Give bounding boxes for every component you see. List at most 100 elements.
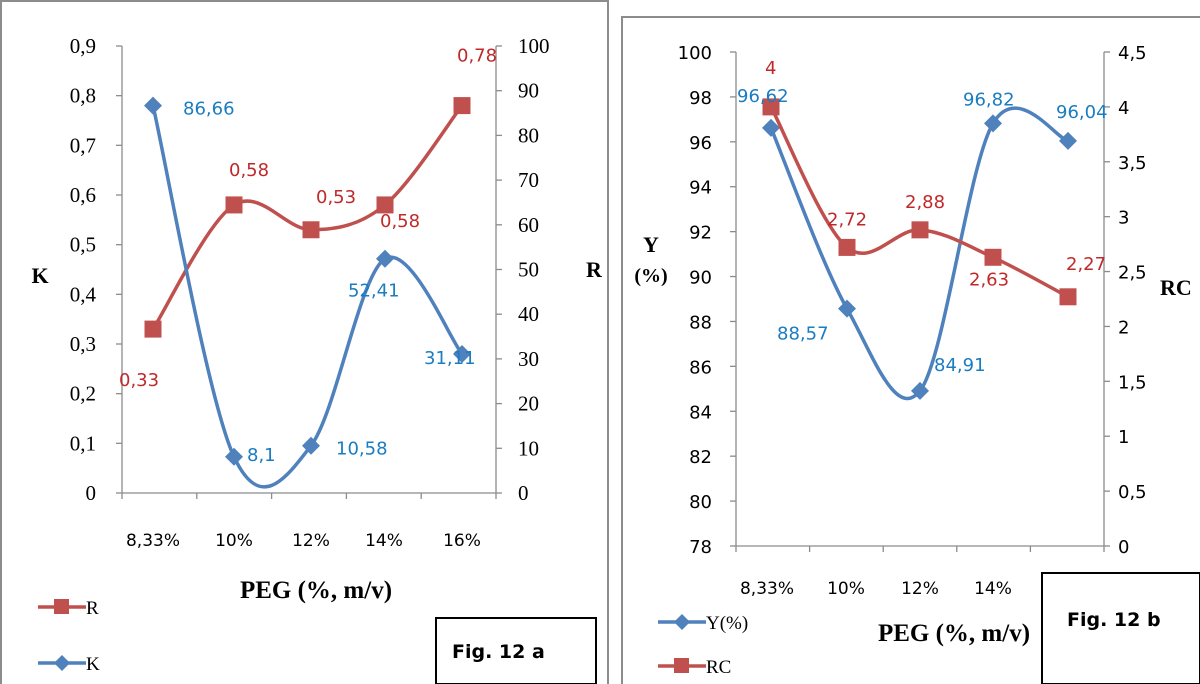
right-tick-label: 90 (518, 79, 539, 103)
left-tick-label: 86 (689, 357, 712, 378)
chart-a-series (144, 96, 471, 489)
square-marker (225, 196, 243, 214)
left-tick-label: 88 (689, 312, 712, 333)
square-marker (376, 196, 394, 214)
right-tick-label: 40 (518, 302, 539, 326)
left-tick-label: 0,5 (70, 233, 96, 257)
diamond-marker (984, 114, 1002, 133)
right-tick-label: 2,5 (1118, 263, 1147, 284)
square-marker (302, 221, 320, 239)
right-tick-label: 30 (518, 347, 539, 371)
right-tick-label: 3,5 (1118, 153, 1147, 174)
legend-item-r: R (38, 598, 99, 619)
left-tick-label: 84 (689, 402, 712, 423)
diamond-marker (302, 436, 320, 455)
data-label: 0,58 (229, 160, 269, 181)
chart-b-data-labels: 96,62 88,57 84,91 96,82 96,04 4 2,72 2,88 2,63 2,… (737, 58, 1108, 376)
data-label: 0,33 (119, 370, 159, 391)
legend-label-rc: RC (706, 657, 731, 678)
right-tick-label: 4,5 (1118, 43, 1147, 64)
series-line-k (151, 105, 464, 489)
legend-square-marker (674, 658, 689, 673)
right-tick-label: 3 (1118, 208, 1129, 229)
data-label: 84,91 (934, 355, 986, 376)
left-tick-label: 0,8 (70, 84, 96, 108)
chart-b-left-axis-label-line2: (%) (634, 265, 667, 287)
legend-label-r: R (86, 598, 99, 619)
right-tick-label: 20 (518, 392, 539, 416)
left-tick-label: 90 (689, 268, 712, 289)
right-tick-label: 1 (1118, 427, 1129, 448)
right-tick-label: 0,5 (1118, 482, 1147, 503)
data-label: 88,57 (777, 324, 829, 345)
chart-b-left-axis-label-line1: Y (643, 232, 659, 257)
diamond-marker (1059, 131, 1077, 150)
chart-a-left-axis-label: K (31, 263, 48, 288)
x-tick-label: 16% (443, 531, 481, 551)
left-tick-label: 0,9 (70, 34, 96, 58)
chart-b-right-axis-label: RC (1160, 275, 1192, 300)
square-marker (1059, 288, 1077, 306)
x-tick-label: 10% (827, 579, 865, 599)
square-marker (911, 221, 929, 239)
data-label: 0,53 (316, 187, 356, 208)
chart-a-right-ticks: 0 10 20 30 40 50 60 70 80 90 100 (496, 34, 550, 505)
left-tick-label: 92 (689, 223, 712, 244)
left-tick-label: 82 (689, 447, 712, 468)
left-tick-label: 0,4 (70, 282, 97, 306)
right-tick-label: 0 (518, 481, 529, 505)
right-tick-label: 70 (518, 168, 539, 192)
data-label: 0,78 (457, 46, 497, 67)
left-tick-label: 78 (689, 537, 712, 558)
diamond-marker (911, 381, 929, 400)
chart-a-data-labels: 0,33 0,58 0,53 0,58 0,78 86,66 8,1 10,58 52,41 31… (119, 46, 497, 466)
chart-a: 0 0,1 0,2 0,3 0,4 0,5 0,6 0,7 0,8 0,9 0 10 20 30 40 50… (31, 34, 603, 684)
series-line-y (769, 106, 1069, 401)
chart-a-left-ticks: 0 0,1 0,2 0,3 0,4 0,5 0,6 0,7 0,8 0,9 (70, 34, 122, 505)
left-tick-label: 0,6 (70, 183, 96, 207)
chart-b-legend: Y(%) RC (658, 613, 748, 678)
legend-item-rc: RC (658, 657, 731, 678)
diamond-marker (453, 344, 471, 363)
chart-a-legend: R K (38, 598, 100, 675)
data-label: 10,58 (336, 439, 388, 460)
chart-b-right-ticks: 0 0,5 1 1,5 2 2,5 3 3,5 4 4,5 (1104, 43, 1147, 558)
chart-a-right-axis-label: R (586, 257, 603, 282)
data-label: 8,1 (247, 445, 276, 466)
data-label: 0,58 (380, 211, 420, 232)
data-label: 2,27 (1066, 254, 1106, 275)
data-label: 52,41 (348, 281, 400, 302)
x-tick-label: 10% (215, 531, 253, 551)
legend-diamond-marker (674, 614, 690, 630)
data-label: 4 (765, 58, 776, 79)
square-marker (984, 248, 1002, 266)
chart-b-x-axis-label: PEG (%, m/v) (878, 620, 1030, 647)
right-tick-label: 0 (1118, 537, 1129, 558)
legend-item-k: K (38, 654, 100, 675)
right-tick-label: 4 (1118, 98, 1129, 119)
left-tick-label: 98 (689, 88, 712, 109)
panel-a-frame (0, 0, 609, 684)
square-marker (453, 97, 471, 115)
fig-12b-label: Fig. 12 b (1067, 609, 1161, 631)
chart-b-left-ticks: 78 80 82 84 86 88 90 92 94 96 98 100 (678, 43, 736, 558)
left-tick-label: 94 (689, 178, 712, 199)
x-tick-label: 14% (974, 579, 1012, 599)
right-tick-label: 80 (518, 123, 539, 147)
diamond-marker (225, 447, 243, 466)
chart-a-x-axis-label: PEG (%, m/v) (240, 577, 392, 604)
right-tick-label: 2 (1118, 317, 1129, 338)
data-label: 31,11 (424, 348, 476, 369)
x-tick-label: 8,33% (126, 531, 180, 551)
x-tick-label: 14% (365, 531, 403, 551)
left-tick-label: 96 (689, 133, 712, 154)
data-label: 86,66 (183, 99, 235, 120)
left-tick-label: 80 (689, 492, 712, 513)
chart-b-series (762, 98, 1077, 401)
left-tick-label: 0,3 (70, 332, 96, 356)
square-marker (762, 98, 780, 116)
left-tick-label: 0,1 (70, 431, 96, 455)
right-tick-label: 100 (518, 34, 550, 58)
series-line-rc (769, 106, 1069, 299)
square-marker (838, 238, 856, 256)
